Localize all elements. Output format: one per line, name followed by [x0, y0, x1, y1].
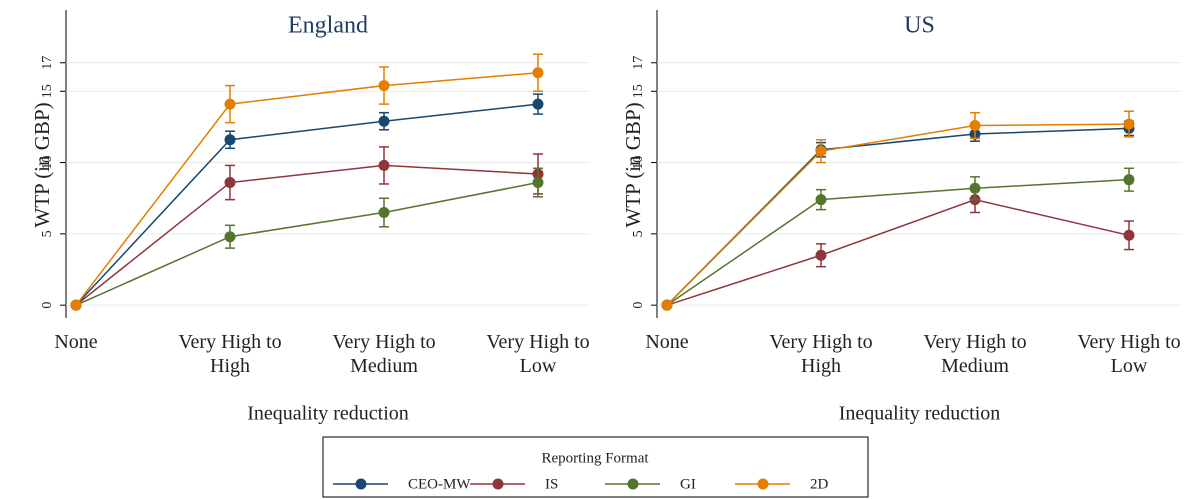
legend-label: 2D [810, 476, 829, 492]
point [532, 67, 544, 79]
point [378, 206, 390, 218]
x-axis-label: Inequality reduction [247, 403, 409, 425]
y-tick-label: 15 [631, 84, 646, 98]
legend-label: IS [545, 476, 558, 492]
x-tick-label: Very High to Medium [332, 331, 436, 377]
series-line [666, 178, 1130, 306]
legend-marker [627, 478, 639, 490]
y-tick-label: 0 [40, 302, 55, 309]
y-tick-label: 17 [40, 56, 55, 70]
panel-title: England [288, 13, 368, 39]
y-tick-label: 5 [40, 230, 55, 237]
point [70, 299, 82, 311]
y-tick-label: 0 [631, 302, 646, 309]
y-tick-label: 17 [631, 56, 646, 70]
point [815, 249, 827, 261]
legend-label: CEO-MW [408, 476, 471, 492]
point [532, 177, 544, 189]
series-line [75, 181, 539, 306]
point [969, 120, 981, 131]
series-line [666, 198, 1130, 306]
x-tick-label: Very High to Low [486, 331, 590, 377]
point [378, 159, 390, 171]
y-axis-label: WTP (in GBP) [30, 102, 54, 227]
series-line [75, 71, 539, 306]
series-line [75, 164, 539, 306]
legend-marker [355, 478, 367, 490]
legend-title: Reporting Format [541, 450, 649, 466]
y-tick-label: 10 [40, 156, 55, 170]
point [1123, 118, 1135, 130]
legend-marker [492, 478, 504, 490]
series-line [666, 123, 1130, 306]
point [224, 98, 236, 110]
series-line [75, 103, 539, 306]
legend-box [322, 436, 869, 498]
series-line [666, 127, 1130, 306]
point [224, 177, 236, 189]
point [969, 182, 981, 194]
legend-label: GI [680, 476, 696, 492]
y-tick-label: 15 [40, 84, 55, 98]
y-tick-label: 5 [631, 230, 646, 237]
x-axis-label: Inequality reduction [839, 403, 1001, 425]
point [224, 134, 236, 146]
y-tick-label: 10 [631, 156, 646, 170]
panel-title: US [904, 13, 935, 39]
x-tick-label: Very High to High [178, 331, 282, 377]
point [532, 98, 544, 110]
point [1123, 229, 1135, 241]
x-tick-label: Very High to High [769, 331, 873, 377]
point [224, 231, 236, 243]
point [378, 80, 390, 92]
x-tick-label: Very High to Low [1077, 331, 1181, 377]
x-tick-label: None [54, 331, 98, 353]
point [815, 145, 827, 157]
x-tick-label: None [645, 331, 689, 353]
legend-marker [757, 478, 769, 490]
point [1123, 174, 1135, 186]
x-tick-label: Very High to Medium [923, 331, 1027, 377]
point [815, 194, 827, 206]
point [378, 115, 390, 127]
y-axis-label: WTP (in GBP) [621, 102, 645, 227]
point [661, 299, 673, 311]
